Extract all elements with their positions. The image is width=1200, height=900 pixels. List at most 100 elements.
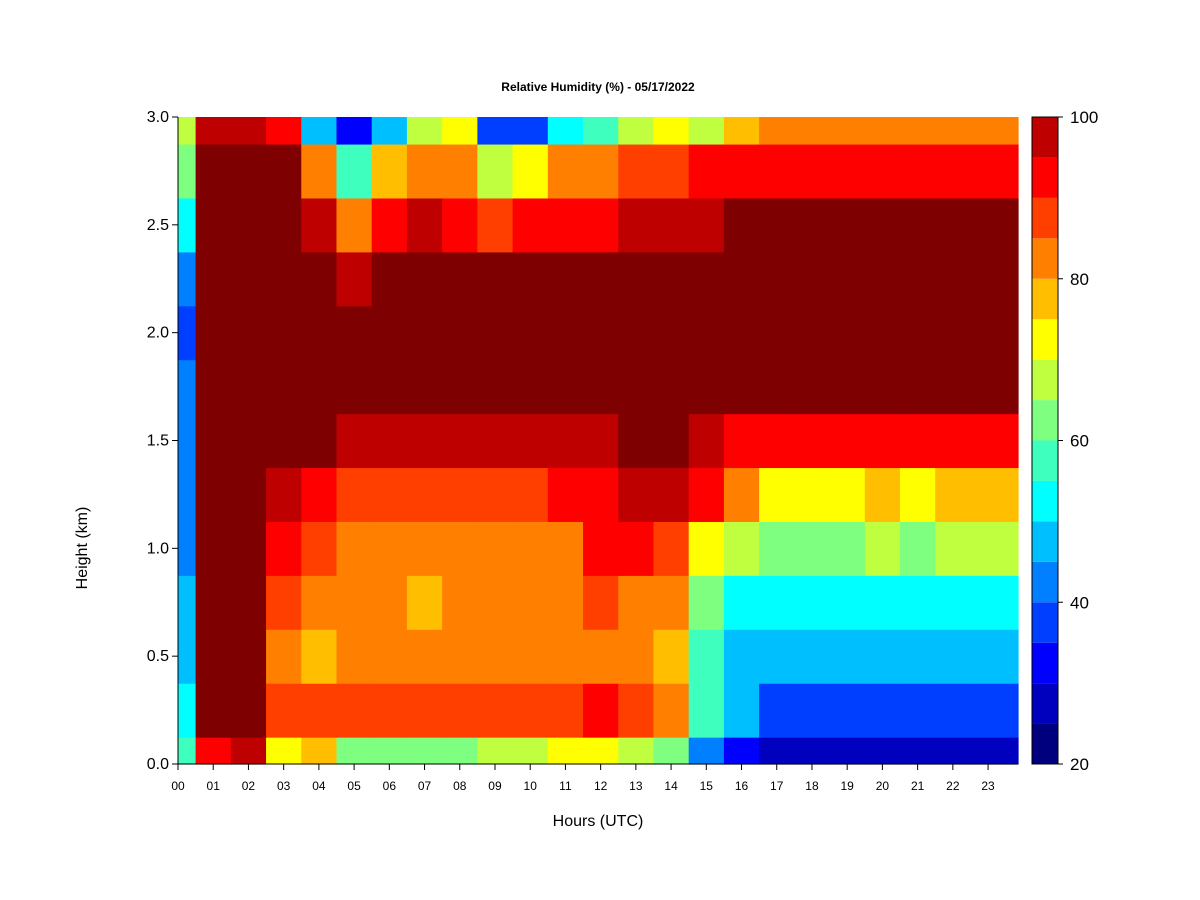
heatmap-cell bbox=[935, 683, 972, 738]
heatmap-cell bbox=[336, 117, 373, 145]
heatmap-cell bbox=[970, 251, 1019, 307]
heatmap-cell bbox=[618, 629, 655, 684]
heatmap-cell bbox=[583, 737, 619, 765]
heatmap-cell bbox=[723, 305, 760, 361]
heatmap-cell bbox=[266, 521, 302, 576]
heatmap-cell bbox=[759, 305, 795, 361]
heatmap-cell bbox=[512, 197, 549, 253]
x-tick-label: 09 bbox=[488, 779, 502, 793]
heatmap-cell bbox=[583, 629, 619, 684]
heatmap-cell bbox=[794, 737, 831, 765]
heatmap-cell bbox=[442, 737, 478, 765]
heatmap-cell bbox=[935, 197, 972, 253]
heatmap-cell bbox=[477, 575, 514, 630]
heatmap-cell bbox=[512, 143, 549, 199]
y-tick-label: 0.5 bbox=[147, 648, 169, 665]
heatmap-cell bbox=[371, 359, 408, 415]
heatmap-cell bbox=[406, 467, 443, 522]
heatmap-cell bbox=[230, 575, 267, 630]
heatmap-cell bbox=[512, 575, 549, 630]
heatmap-cell bbox=[195, 305, 232, 361]
heatmap-cell bbox=[794, 575, 831, 630]
heatmap-cell bbox=[547, 467, 584, 522]
heatmap-cell bbox=[688, 737, 725, 765]
heatmap-cell bbox=[230, 737, 267, 765]
heatmap-cell bbox=[653, 359, 690, 415]
heatmap-cell bbox=[336, 359, 373, 415]
heatmap-cell bbox=[935, 575, 972, 630]
heatmap-cell bbox=[864, 251, 901, 307]
heatmap-cell bbox=[688, 413, 725, 469]
heatmap-cell bbox=[970, 359, 1019, 415]
heatmap-cell bbox=[618, 143, 655, 199]
heatmap-cell bbox=[618, 467, 655, 522]
heatmap-cell bbox=[477, 143, 514, 199]
heatmap-cell bbox=[935, 143, 972, 199]
heatmap-cell bbox=[653, 143, 690, 199]
heatmap-cell bbox=[970, 305, 1019, 361]
heatmap-cell bbox=[477, 629, 514, 684]
heatmap-cell bbox=[935, 629, 972, 684]
heatmap-cell bbox=[266, 737, 302, 765]
heatmap-cell bbox=[618, 359, 655, 415]
heatmap-cell bbox=[301, 413, 338, 469]
heatmap-cell bbox=[178, 117, 197, 145]
heatmap-cell bbox=[442, 413, 478, 469]
heatmap-cell bbox=[759, 117, 795, 145]
heatmap-cell bbox=[688, 143, 725, 199]
x-tick-label: 23 bbox=[981, 779, 995, 793]
heatmap-cell bbox=[336, 413, 373, 469]
heatmap-cell bbox=[759, 413, 795, 469]
heatmap-cell bbox=[230, 197, 267, 253]
heatmap-cell bbox=[759, 629, 795, 684]
heatmap-plot-area bbox=[178, 117, 1019, 765]
heatmap-cell bbox=[653, 117, 690, 145]
heatmap-cell bbox=[970, 575, 1019, 630]
heatmap-cell bbox=[371, 305, 408, 361]
heatmap-cell bbox=[371, 251, 408, 307]
heatmap-cell bbox=[266, 251, 302, 307]
heatmap-cell bbox=[970, 683, 1019, 738]
heatmap-cell bbox=[266, 683, 302, 738]
heatmap-cell bbox=[442, 305, 478, 361]
colorbar-swatch bbox=[1032, 723, 1058, 764]
heatmap-cell bbox=[195, 737, 232, 765]
heatmap-cell bbox=[759, 467, 795, 522]
heatmap-cell bbox=[723, 359, 760, 415]
heatmap-cell bbox=[336, 467, 373, 522]
heatmap-cell bbox=[829, 143, 866, 199]
heatmap-cell bbox=[688, 521, 725, 576]
heatmap-cell bbox=[653, 575, 690, 630]
heatmap-cell bbox=[653, 629, 690, 684]
heatmap-cell bbox=[864, 143, 901, 199]
heatmap-cell bbox=[178, 305, 197, 361]
heatmap-cell bbox=[266, 305, 302, 361]
x-tick-label: 15 bbox=[700, 779, 714, 793]
heatmap-cell bbox=[266, 575, 302, 630]
heatmap-cell bbox=[759, 251, 795, 307]
heatmap-cell bbox=[547, 251, 584, 307]
colorbar-swatch bbox=[1032, 238, 1058, 279]
heatmap-cell bbox=[512, 629, 549, 684]
heatmap-cell bbox=[266, 359, 302, 415]
heatmap-cell bbox=[900, 737, 936, 765]
heatmap-cell bbox=[371, 521, 408, 576]
heatmap-cell bbox=[442, 143, 478, 199]
heatmap-cell bbox=[829, 737, 866, 765]
heatmap-cell bbox=[336, 683, 373, 738]
heatmap-cell bbox=[970, 521, 1019, 576]
heatmap-cell bbox=[653, 251, 690, 307]
heatmap-cell bbox=[406, 117, 443, 145]
heatmap-cell bbox=[266, 629, 302, 684]
heatmap-cell bbox=[935, 413, 972, 469]
heatmap-cell bbox=[406, 683, 443, 738]
x-tick-label: 13 bbox=[629, 779, 643, 793]
heatmap-cell bbox=[406, 413, 443, 469]
y-tick-label: 2.0 bbox=[147, 325, 169, 342]
heatmap-cell bbox=[900, 683, 936, 738]
colorbar-tick-label: 20 bbox=[1070, 755, 1089, 774]
heatmap-cell bbox=[794, 197, 831, 253]
colorbar-swatch bbox=[1032, 642, 1058, 684]
heatmap-cell bbox=[301, 359, 338, 415]
heatmap-cell bbox=[195, 683, 232, 738]
